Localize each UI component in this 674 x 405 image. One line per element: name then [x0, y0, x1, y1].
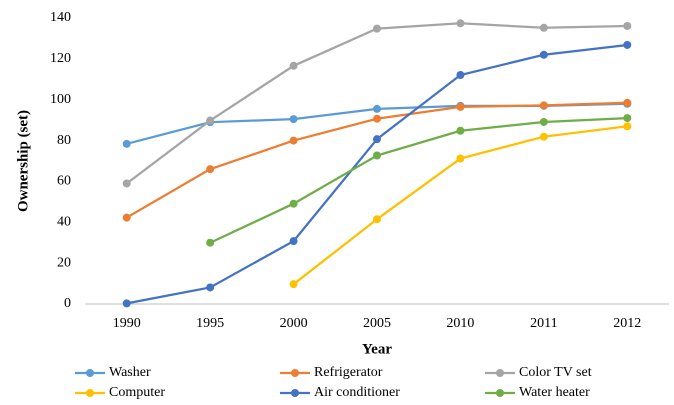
y-tick-label: 80: [57, 133, 71, 148]
x-axis-title: Year: [362, 341, 392, 357]
data-point: [373, 135, 381, 144]
data-point: [289, 61, 298, 70]
data-point: [122, 139, 131, 148]
data-point: [456, 154, 465, 163]
y-axis-title: Ownership (set): [15, 110, 31, 212]
data-point: [122, 179, 131, 188]
data-point: [623, 40, 632, 49]
y-tick-label: 100: [50, 92, 71, 107]
data-point: [456, 102, 465, 111]
data-point: [539, 132, 548, 141]
data-point: [373, 215, 381, 224]
legend-marker: [291, 389, 299, 397]
data-point: [539, 23, 548, 32]
legend-marker: [496, 389, 504, 397]
y-tick-label: 140: [50, 10, 71, 25]
data-point: [206, 116, 215, 125]
legend-marker: [86, 389, 94, 397]
data-point: [539, 50, 548, 59]
x-tick-label: 1990: [113, 316, 141, 331]
data-point: [206, 165, 215, 174]
y-tick-label: 120: [50, 51, 71, 66]
data-point: [623, 21, 632, 30]
legend-label: Color TV set: [519, 365, 592, 380]
legend-label: Computer: [109, 385, 165, 400]
data-point: [456, 19, 465, 28]
series-line: [209, 116, 628, 244]
data-point: [623, 98, 632, 107]
data-point: [623, 114, 632, 123]
legend-label: Washer: [109, 365, 151, 380]
data-point: [623, 122, 632, 131]
data-point: [456, 70, 465, 79]
legend-marker: [496, 369, 504, 377]
x-tick-label: 2010: [446, 316, 474, 331]
data-point: [289, 136, 298, 145]
y-tick-label: 0: [64, 296, 71, 311]
data-point: [539, 101, 548, 110]
data-point: [373, 151, 381, 160]
data-point: [373, 114, 381, 123]
legend-marker: [86, 369, 94, 377]
legend-label: Refrigerator: [314, 365, 383, 380]
series-line: [292, 125, 628, 286]
data-point: [289, 237, 298, 246]
data-point: [373, 104, 381, 113]
data-point: [206, 238, 215, 247]
data-point: [289, 280, 298, 289]
data-point: [206, 283, 215, 292]
x-tick-label: 2012: [613, 316, 641, 331]
data-point: [289, 199, 298, 208]
data-point: [539, 117, 548, 126]
data-point: [373, 24, 381, 33]
legend-label: Water heater: [519, 385, 590, 400]
y-tick-label: 20: [57, 255, 71, 270]
legend-label: Air conditioner: [314, 385, 400, 400]
x-tick-label: 2011: [530, 316, 557, 331]
y-tick-label: 40: [57, 215, 71, 230]
x-tick-label: 2005: [363, 316, 391, 331]
data-point: [456, 126, 465, 135]
data-point: [289, 115, 298, 124]
legend-marker: [291, 369, 299, 377]
y-tick-label: 60: [57, 174, 71, 189]
data-point: [122, 213, 131, 222]
data-point: [122, 299, 131, 308]
x-tick-label: 2000: [280, 316, 308, 331]
x-tick-label: 1995: [196, 316, 224, 331]
